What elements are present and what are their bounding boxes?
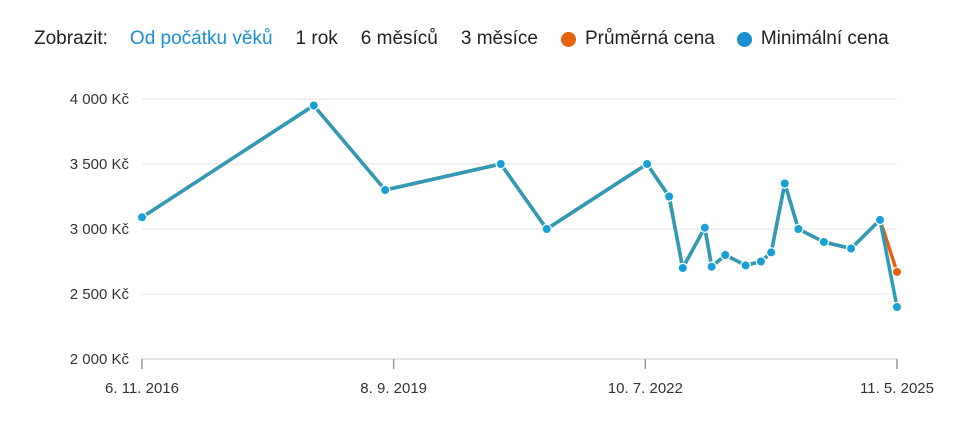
- chart-grid: [142, 98, 897, 295]
- legend-average-price[interactable]: Průměrná cena: [560, 28, 715, 50]
- x-tick-label: 11. 5. 2025: [860, 380, 934, 397]
- data-point-minimum-price[interactable]: [765, 247, 777, 258]
- series-points: [136, 100, 903, 313]
- data-point-minimum-price[interactable]: [308, 100, 319, 111]
- data-point-average-price[interactable]: [720, 249, 731, 261]
- range-6-months[interactable]: 6 měsíců: [360, 28, 438, 49]
- x-axis: 6. 11. 2016 8. 9. 2019 10. 7. 2022 11. 5. 2…: [105, 358, 934, 397]
- y-axis: 2 000 Kč 2 500 Kč 3 000 Kč 3 500 Kč 4 000 Kč: [70, 91, 130, 368]
- data-point-average-price[interactable]: [495, 158, 506, 170]
- series-line-average-price: [140, 103, 899, 274]
- data-point-average-price[interactable]: [891, 266, 903, 278]
- data-point-average-price[interactable]: [765, 247, 777, 258]
- data-point-minimum-price[interactable]: [779, 178, 790, 189]
- y-tick-label: 3 500 Kč: [70, 156, 130, 173]
- data-point-minimum-price[interactable]: [755, 256, 767, 267]
- chart-toolbar: Zobrazit: Od počátku věků 1 rok 6 měsíců…: [34, 26, 889, 52]
- data-point-average-price[interactable]: [541, 223, 552, 235]
- data-point-average-price[interactable]: [818, 236, 830, 248]
- data-point-average-price[interactable]: [845, 243, 857, 254]
- y-tick-label: 2 000 Kč: [70, 351, 130, 368]
- data-point-minimum-price[interactable]: [541, 223, 552, 235]
- series-line-minimum-price: [140, 103, 899, 309]
- range-1-year[interactable]: 1 rok: [295, 28, 338, 49]
- data-point-average-price[interactable]: [779, 178, 790, 189]
- legend-average-price-label: Průměrná cena: [584, 28, 715, 49]
- data-point-minimum-price[interactable]: [663, 191, 675, 202]
- data-point-average-price[interactable]: [874, 214, 886, 226]
- data-point-average-price[interactable]: [740, 260, 751, 271]
- y-tick-label: 2 500 Kč: [70, 286, 130, 303]
- data-point-minimum-price[interactable]: [706, 261, 717, 272]
- y-tick-label: 4 000 Kč: [70, 91, 130, 108]
- data-point-minimum-price[interactable]: [495, 158, 506, 170]
- data-point-minimum-price[interactable]: [740, 260, 751, 271]
- data-point-average-price[interactable]: [706, 261, 717, 272]
- data-point-average-price[interactable]: [379, 184, 391, 196]
- data-point-average-price[interactable]: [641, 158, 653, 170]
- x-tick-label: 6. 11. 2016: [105, 380, 179, 397]
- legend-average-price-dot: [560, 31, 576, 47]
- range-filter-label: Zobrazit:: [34, 28, 108, 49]
- data-point-average-price[interactable]: [755, 256, 767, 267]
- data-point-minimum-price[interactable]: [845, 243, 857, 254]
- data-point-minimum-price[interactable]: [677, 262, 688, 274]
- data-point-average-price[interactable]: [677, 262, 688, 274]
- data-point-minimum-price[interactable]: [379, 184, 391, 196]
- x-tick-label: 8. 9. 2019: [360, 380, 427, 397]
- data-point-minimum-price[interactable]: [891, 301, 903, 313]
- data-point-average-price[interactable]: [663, 191, 675, 202]
- x-tick-label: 10. 7. 2022: [608, 380, 683, 397]
- legend-minimum-price-label: Minimální cena: [760, 28, 889, 49]
- data-point-average-price[interactable]: [699, 222, 711, 233]
- data-point-minimum-price[interactable]: [818, 236, 830, 248]
- y-tick-label: 3 000 Kč: [70, 221, 130, 238]
- legend-minimum-price-dot: [736, 31, 752, 47]
- data-point-minimum-price[interactable]: [874, 214, 886, 226]
- data-point-minimum-price[interactable]: [136, 212, 148, 223]
- data-point-average-price[interactable]: [136, 212, 148, 223]
- legend-minimum-price[interactable]: Minimální cena: [736, 28, 889, 50]
- series-lines: [140, 103, 899, 309]
- range-all-time[interactable]: Od počátku věků: [129, 28, 273, 49]
- data-point-minimum-price[interactable]: [793, 223, 804, 235]
- range-3-months[interactable]: 3 měsíce: [460, 28, 538, 49]
- data-point-minimum-price[interactable]: [699, 222, 711, 233]
- data-point-minimum-price[interactable]: [720, 249, 731, 261]
- data-point-minimum-price[interactable]: [641, 158, 653, 170]
- data-point-average-price[interactable]: [793, 223, 804, 235]
- data-point-average-price[interactable]: [308, 100, 319, 111]
